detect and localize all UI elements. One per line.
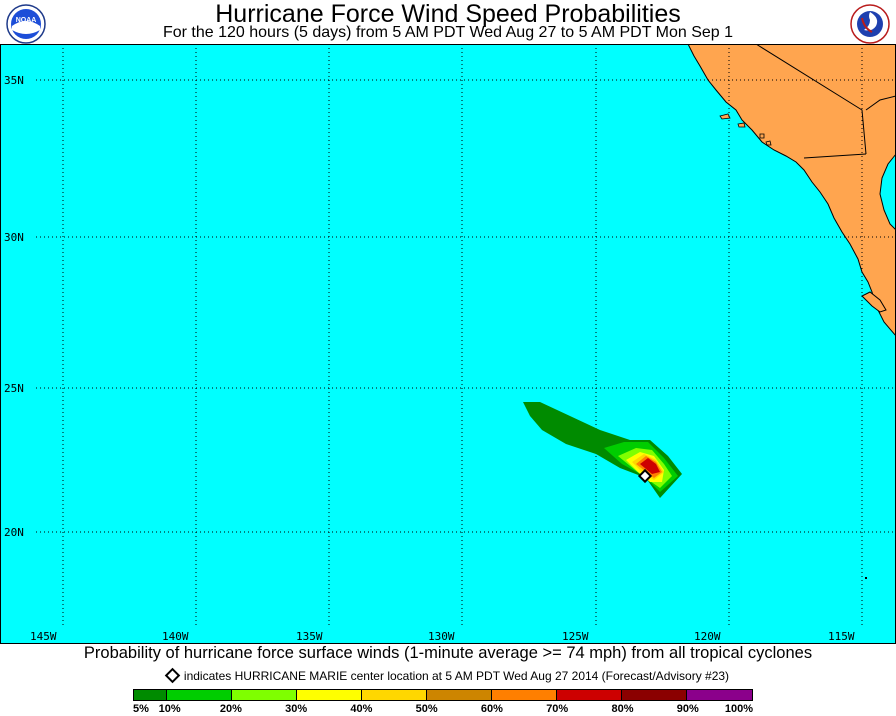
- scale-swatch: [621, 690, 687, 700]
- scale-swatch: [426, 690, 492, 700]
- scale-swatch: [231, 690, 297, 700]
- scale-swatch: [491, 690, 557, 700]
- lat-label-25n: 25N: [4, 382, 24, 395]
- scale-swatch: [556, 690, 622, 700]
- scale-swatch: [686, 690, 752, 700]
- noaa-logo-icon: NOAA: [6, 4, 46, 44]
- scale-tick-label: 50%: [415, 703, 438, 715]
- national-weather-service-logo-icon: [850, 4, 890, 44]
- scale-tick-label: 5%: [133, 703, 149, 715]
- scale-tick-label: 10%: [158, 703, 181, 715]
- scale-swatch: [296, 690, 362, 700]
- lon-label-125w: 125W: [562, 630, 589, 643]
- scale-tick-label: 60%: [480, 703, 503, 715]
- state-border: [755, 44, 867, 155]
- map-speck: [865, 577, 867, 579]
- page-subtitle: For the 120 hours (5 days) from 5 AM PDT…: [162, 24, 734, 41]
- storm-marker-note-text: indicates HURRICANE MARIE center locatio…: [183, 669, 730, 683]
- lon-label-115w: 115W: [828, 630, 855, 643]
- lon-label-145w: 145W: [30, 630, 57, 643]
- page-title: Hurricane Force Wind Speed Probabilities: [215, 0, 681, 28]
- island: [759, 133, 765, 139]
- scale-tick-label: 80%: [611, 703, 634, 715]
- lon-label-135w: 135W: [296, 630, 323, 643]
- scale-tick-label: 90%: [676, 703, 699, 715]
- lon-label-140w: 140W: [162, 630, 189, 643]
- scale-swatch: [361, 690, 427, 700]
- country-border: [803, 153, 867, 159]
- lat-label-20n: 20N: [4, 526, 24, 539]
- lat-lon-grid: [36, 44, 896, 626]
- scale-tick-label: 100%: [724, 703, 754, 715]
- contour-70-percent: [640, 458, 660, 474]
- baja-peninsula-tip: [861, 291, 887, 313]
- scale-swatch: [134, 690, 167, 700]
- map-caption: Probability of hurricane force surface w…: [83, 644, 813, 662]
- lon-label-120w: 120W: [694, 630, 721, 643]
- lon-label-130w: 130W: [428, 630, 455, 643]
- ocean-background: [0, 44, 896, 644]
- probability-color-scale: [133, 689, 753, 701]
- island: [719, 113, 731, 120]
- island: [765, 140, 772, 146]
- scale-tick-label: 70%: [546, 703, 569, 715]
- lat-label-30n: 30N: [4, 231, 24, 244]
- diamond-icon: [164, 668, 181, 684]
- scale-tick-label: 40%: [350, 703, 373, 715]
- storm-marker-note: indicates HURRICANE MARIE center locatio…: [0, 668, 896, 684]
- lat-label-35n: 35N: [4, 74, 24, 87]
- noaa-logo-text: NOAA: [16, 17, 37, 24]
- state-border-east: [865, 95, 896, 111]
- scale-tick-label: 20%: [219, 703, 242, 715]
- probability-map: 35N 30N 25N 20N 145W 140W 135W 130W 125W…: [0, 44, 896, 644]
- storm-center-diamond-icon: [637, 468, 653, 484]
- scale-swatch: [166, 690, 232, 700]
- island: [737, 122, 746, 128]
- scale-tick-label: 30%: [285, 703, 308, 715]
